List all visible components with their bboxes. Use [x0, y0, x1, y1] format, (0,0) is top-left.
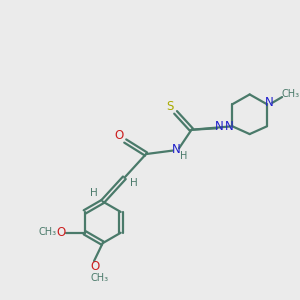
Text: N: N [265, 96, 274, 109]
Text: S: S [167, 100, 174, 112]
Text: CH₃: CH₃ [90, 273, 108, 283]
Text: H: H [180, 151, 188, 161]
Text: H: H [130, 178, 137, 188]
Text: N: N [215, 120, 224, 134]
Text: N: N [224, 120, 233, 133]
Text: O: O [56, 226, 65, 239]
Text: H: H [89, 188, 97, 198]
Text: CH₃: CH₃ [281, 89, 299, 99]
Text: CH₃: CH₃ [39, 227, 57, 237]
Text: O: O [90, 260, 100, 273]
Text: O: O [115, 129, 124, 142]
Text: N: N [172, 142, 181, 156]
